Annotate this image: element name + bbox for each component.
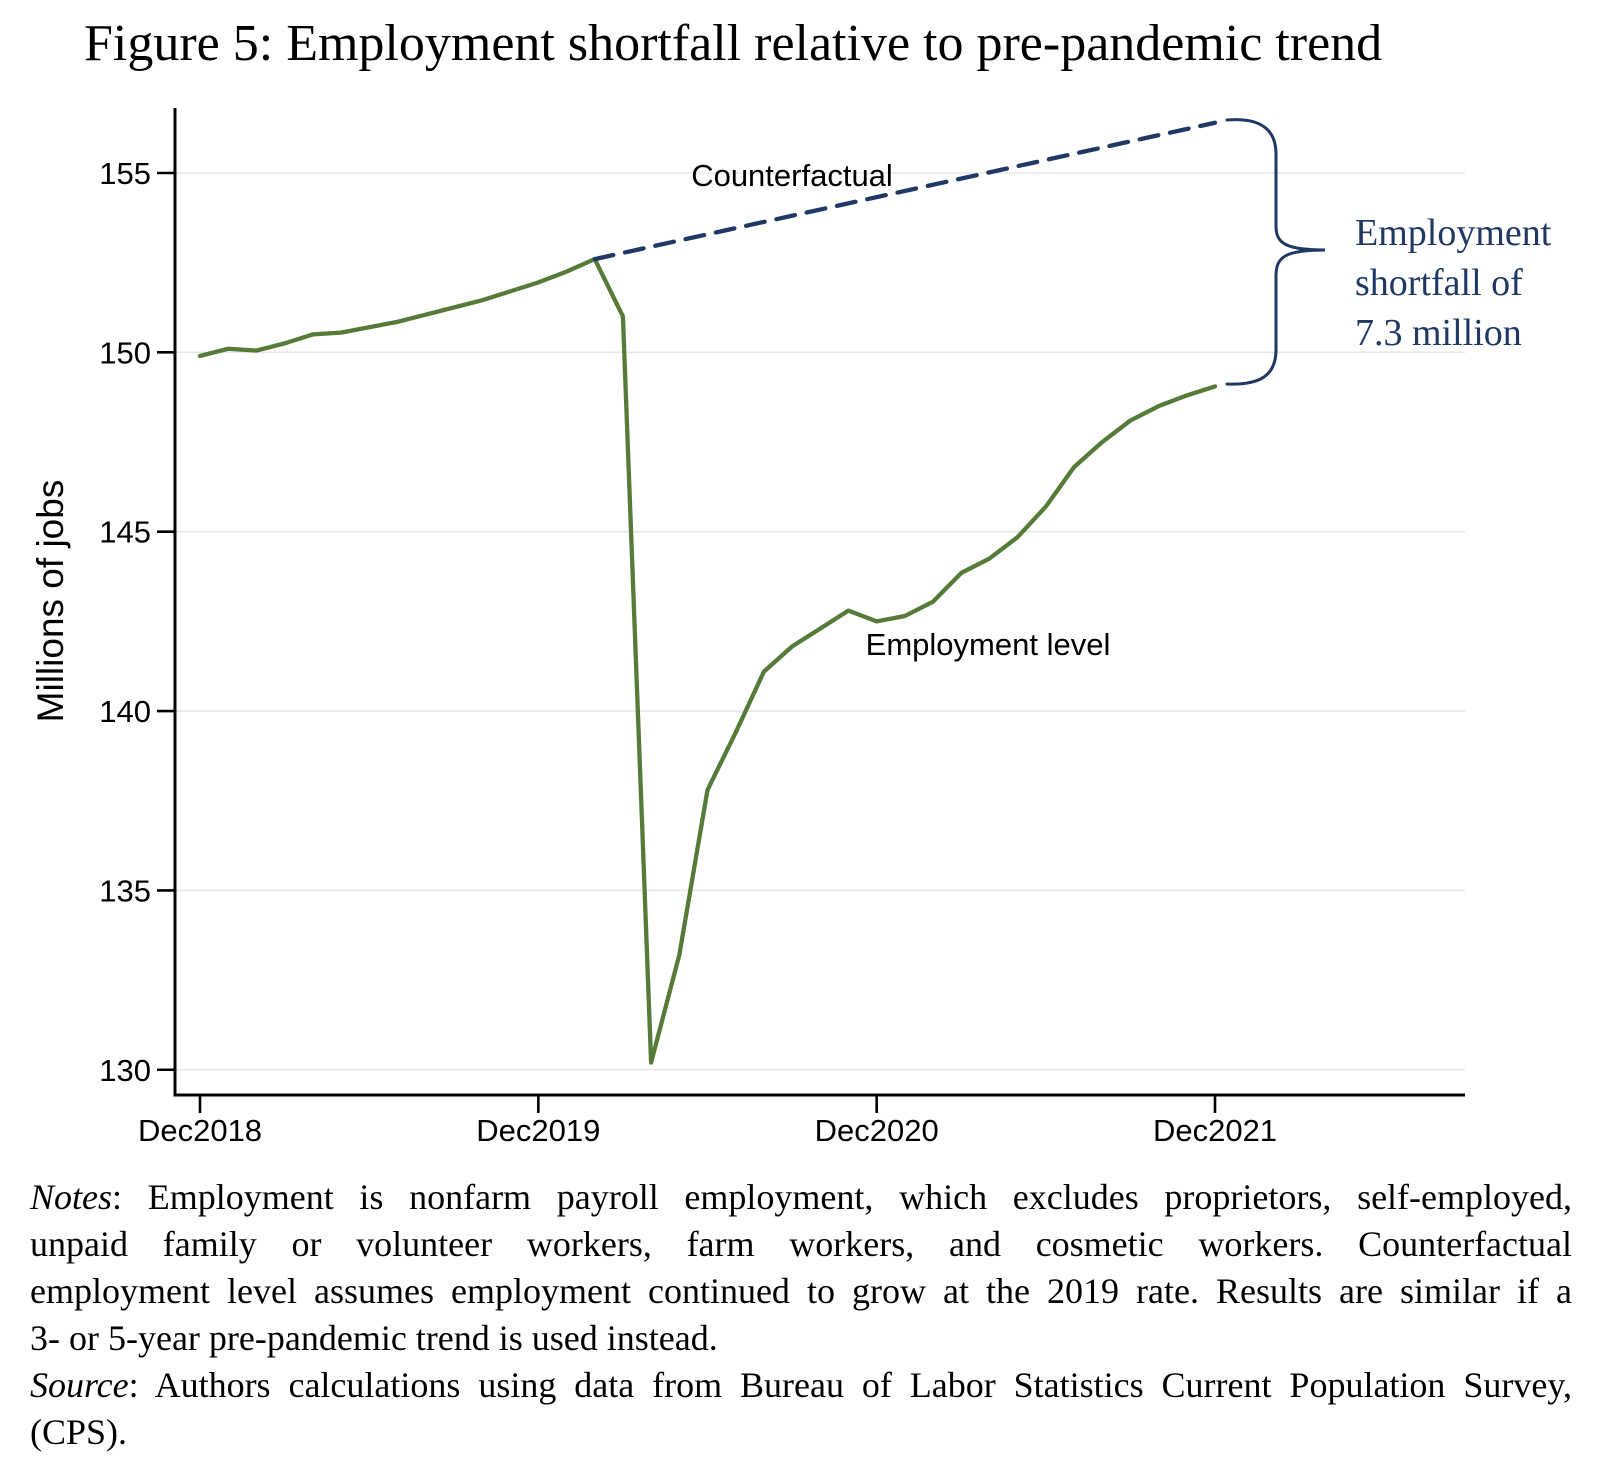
axes-frame [173,108,1465,1097]
notes-line: Source: Authors calculations using data … [30,1365,1572,1405]
counterfactual-label: Counterfactual [691,158,893,193]
notes-line: unpaid family or volunteer workers, farm… [30,1224,1572,1264]
employment-level-label: Employment level [866,627,1111,662]
figure-notes: Notes: Employment is nonfarm payroll emp… [30,1174,1572,1456]
employment-shortfall-chart: 155 150 145 140 135 130 Dec2018 Dec2019 Dec2020 D… [30,108,1552,1148]
y-axis-tick-label: 130 [99,1053,151,1088]
shortfall-annotation-line: 7.3 million [1355,312,1522,354]
x-axis-tick-label: Dec2020 [815,1113,939,1148]
y-axis-tick-label: 155 [99,156,151,191]
counterfactual-line [592,120,1218,262]
y-axis-tick-label: 140 [99,694,151,729]
shortfall-annotation-line: shortfall of [1355,262,1523,304]
figure-title: Figure 5: Employment shortfall relative … [84,15,1383,72]
notes-line: (CPS). [30,1412,128,1452]
y-axis-title: Millions of jobs [30,480,71,723]
x-axis-tick-label: Dec2018 [138,1113,262,1148]
notes-line: 3- or 5-year pre-pandemic trend is used … [30,1318,718,1358]
y-axis-tick-label: 135 [99,873,151,908]
notes-line: employment level assumes employment cont… [30,1271,1572,1311]
notes-line-prefix: Source [30,1365,129,1405]
y-axis-tick-label: 150 [99,335,151,370]
x-axis-tick-label: Dec2021 [1153,1113,1277,1148]
y-axis-tick-label: 145 [99,515,151,550]
x-axis-tick-label: Dec2019 [476,1113,600,1148]
employment-line [197,256,1218,1065]
shortfall-annotation-line: Employment [1355,212,1552,254]
notes-line-prefix: Notes [30,1177,113,1217]
shortfall-brace [1225,118,1326,386]
notes-line: Notes: Employment is nonfarm payroll emp… [30,1177,1572,1217]
